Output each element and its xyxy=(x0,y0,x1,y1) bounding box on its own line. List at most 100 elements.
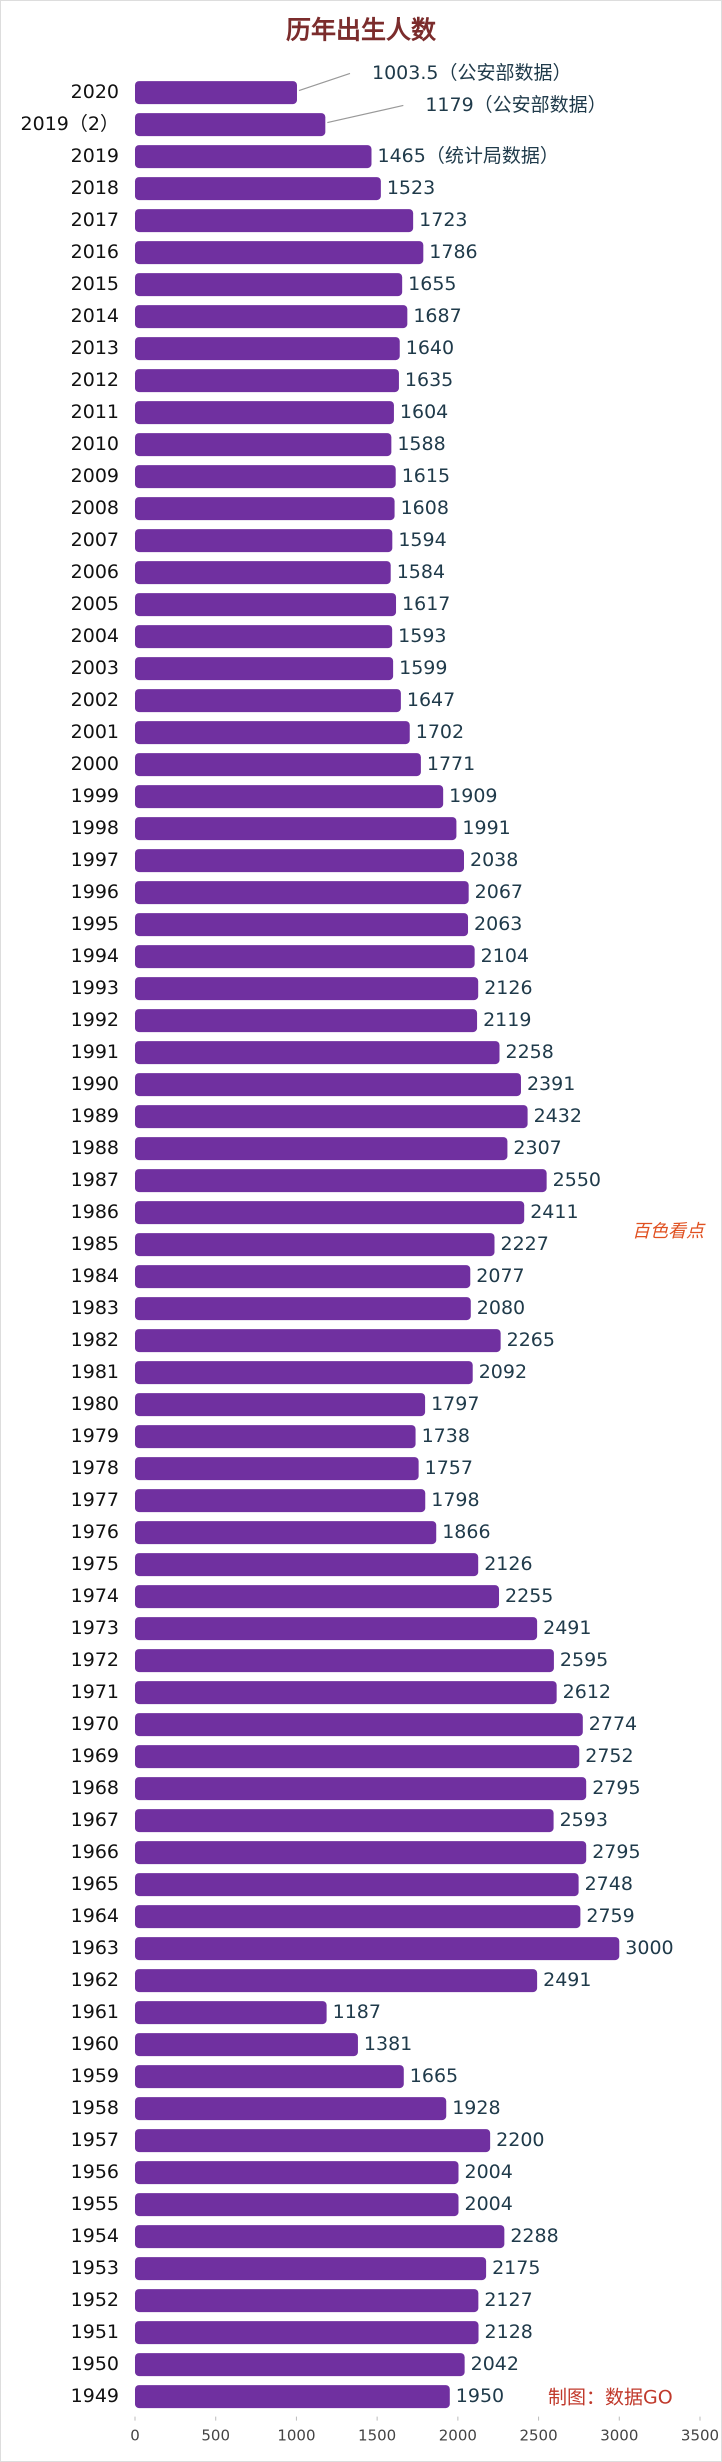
bar xyxy=(135,2097,447,2121)
bar xyxy=(135,881,469,905)
bar xyxy=(135,401,394,425)
bar xyxy=(135,1073,521,1097)
y-tick-label: 1956 xyxy=(71,2161,119,2183)
y-tick-label: 1991 xyxy=(71,1041,119,1063)
value-label: 1687 xyxy=(413,305,461,327)
bar xyxy=(135,2289,479,2313)
bar xyxy=(135,1233,495,1257)
value-label: 2080 xyxy=(477,1297,525,1319)
value-label: 1798 xyxy=(431,1489,479,1511)
value-label: 2004 xyxy=(465,2193,513,2215)
y-tick-label: 1975 xyxy=(71,1553,119,1575)
value-label: 1003.5（公安部数据） xyxy=(372,62,571,84)
x-tick-label: 0 xyxy=(130,2427,140,2445)
y-tick-label: 1955 xyxy=(71,2193,119,2215)
y-tick-label: 1985 xyxy=(71,1233,119,1255)
bar xyxy=(135,2385,450,2409)
value-label: 1381 xyxy=(364,2033,412,2055)
y-tick-label: 2018 xyxy=(71,177,119,199)
y-tick-label: 1980 xyxy=(71,1393,119,1415)
value-label: 1599 xyxy=(399,657,447,679)
y-tick-label: 1954 xyxy=(71,2225,119,2247)
bar xyxy=(135,1201,525,1225)
y-tick-label: 2011 xyxy=(71,401,119,423)
y-tick-label: 1976 xyxy=(71,1521,119,1543)
bar xyxy=(135,2129,491,2153)
y-tick-label: 1964 xyxy=(71,1905,119,1927)
value-label: 2126 xyxy=(484,977,532,999)
bar xyxy=(135,657,394,681)
value-label: 2795 xyxy=(592,1841,640,1863)
value-label: 2042 xyxy=(471,2353,519,2375)
value-label: 1866 xyxy=(442,1521,490,1543)
x-tick-label: 3000 xyxy=(600,2427,638,2445)
bar xyxy=(135,849,464,873)
bar xyxy=(135,1905,581,1929)
value-label: 2126 xyxy=(484,1553,532,1575)
value-label: 2432 xyxy=(534,1105,582,1127)
y-tick-label: 1990 xyxy=(71,1073,119,1095)
bar xyxy=(135,529,393,553)
value-label: 1584 xyxy=(397,561,445,583)
bar xyxy=(135,1617,538,1641)
bar xyxy=(135,497,395,521)
value-label: 2175 xyxy=(492,2257,540,2279)
y-tick-label: 2014 xyxy=(71,305,119,327)
x-tick-label: 1000 xyxy=(277,2427,315,2445)
y-tick-label: 2020 xyxy=(71,81,119,103)
bar xyxy=(135,1457,419,1481)
value-label: 2227 xyxy=(501,1233,549,1255)
bar xyxy=(135,785,444,809)
bar xyxy=(135,1361,473,1385)
value-label: 2491 xyxy=(543,1969,591,1991)
y-tick-label: 1979 xyxy=(71,1425,119,1447)
value-label: 1604 xyxy=(400,401,448,423)
y-tick-label: 1977 xyxy=(71,1489,119,1511)
y-tick-label: 1972 xyxy=(71,1649,119,1671)
value-label: 1593 xyxy=(398,625,446,647)
y-tick-label: 1993 xyxy=(71,977,119,999)
value-label: 2127 xyxy=(484,2289,532,2311)
bar xyxy=(135,1169,547,1193)
y-tick-label: 1981 xyxy=(71,1361,119,1383)
bar xyxy=(135,1937,620,1961)
y-tick-label: 2017 xyxy=(71,209,119,231)
value-label: 2265 xyxy=(507,1329,555,1351)
value-label: 1702 xyxy=(416,721,464,743)
bar xyxy=(135,369,399,393)
bar xyxy=(135,1521,437,1545)
y-tick-label: 2012 xyxy=(71,369,119,391)
footer: 制图：数据GO xyxy=(548,2387,673,2409)
y-tick-label: 1986 xyxy=(71,1201,119,1223)
y-tick-label: 1978 xyxy=(71,1457,119,1479)
y-tick-label: 1996 xyxy=(71,881,119,903)
value-label: 2593 xyxy=(560,1809,608,1831)
bar xyxy=(135,1585,500,1609)
bar xyxy=(135,1329,501,1353)
y-tick-label: 1952 xyxy=(71,2289,119,2311)
value-label: 1786 xyxy=(429,241,477,263)
y-tick-label: 1982 xyxy=(71,1329,119,1351)
y-tick-label: 2009 xyxy=(71,465,119,487)
value-label: 1928 xyxy=(452,2097,500,2119)
value-label: 1179（公安部数据） xyxy=(425,94,606,116)
x-tick-label: 1500 xyxy=(358,2427,396,2445)
value-label: 1617 xyxy=(402,593,450,615)
bar xyxy=(135,2257,487,2281)
value-label: 2038 xyxy=(470,849,518,871)
value-label: 2128 xyxy=(485,2321,533,2343)
bar xyxy=(135,593,397,617)
bar xyxy=(135,2033,358,2057)
value-label: 2288 xyxy=(510,2225,558,2247)
value-label: 1640 xyxy=(406,337,454,359)
value-label: 1991 xyxy=(462,817,510,839)
bar xyxy=(135,1041,500,1065)
value-label: 2258 xyxy=(506,1041,554,1063)
y-tick-label: 1961 xyxy=(71,2001,119,2023)
bar xyxy=(135,241,424,265)
bar xyxy=(135,1393,426,1417)
y-tick-label: 2019 xyxy=(71,145,119,167)
bar xyxy=(135,2161,459,2185)
bar xyxy=(135,1777,587,1801)
